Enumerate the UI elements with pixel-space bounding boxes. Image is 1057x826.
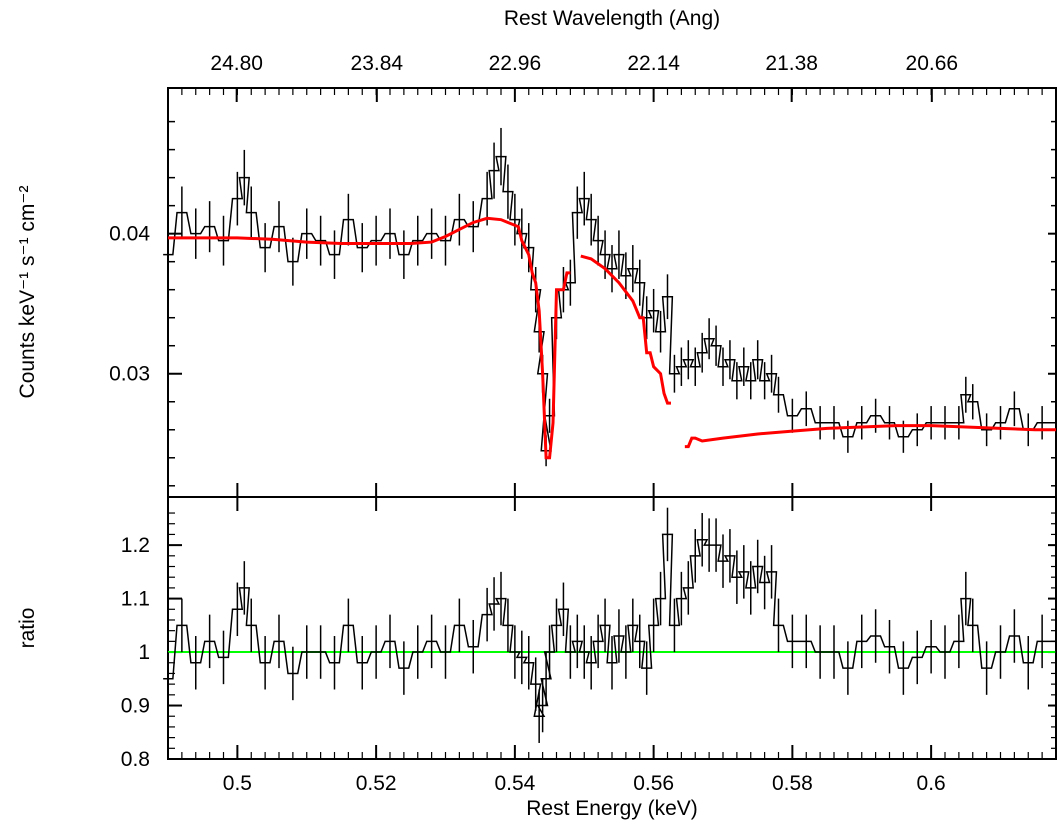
model-curve-segment xyxy=(580,254,671,405)
x-tick-label: 0.5 xyxy=(223,772,252,795)
ratio-y-tick-label: 1.1 xyxy=(121,588,150,611)
top-axis-tick-label: 22.96 xyxy=(489,52,542,75)
top-axis-tick-label: 24.80 xyxy=(210,52,263,75)
top-axis-ticks: 24.80 23.84 22.96 22.14 21.38 20.66 xyxy=(210,52,958,102)
data-histogram xyxy=(163,155,1057,452)
model-curve-segment xyxy=(168,216,571,460)
x-tick-label: 0.6 xyxy=(917,772,946,795)
x-tick-label: 0.54 xyxy=(494,772,535,795)
top-panel-model-series xyxy=(168,216,1056,460)
ratio-histogram xyxy=(163,533,1057,717)
x-tick-label: 0.52 xyxy=(356,772,397,795)
top-axis-tick-label: 23.84 xyxy=(351,52,404,75)
ratio-y-tick-label: 1.2 xyxy=(121,534,150,557)
top-axis-tick-label: 21.38 xyxy=(765,52,818,75)
top-axis-title: Rest Wavelength (Ang) xyxy=(504,7,720,30)
y-tick-label: 0.03 xyxy=(109,363,150,386)
ratio-y-tick-label: 1 xyxy=(138,641,150,664)
bottom-panel-ratio-series xyxy=(163,507,1057,743)
top-axis-tick-label: 20.66 xyxy=(906,52,959,75)
y-tick-label: 0.04 xyxy=(109,223,150,246)
top-panel-data-series xyxy=(163,127,1057,467)
top-axis-tick-label: 22.14 xyxy=(627,52,680,75)
y-axis-title-counts: Counts keV⁻¹ s⁻¹ cm⁻² xyxy=(16,186,39,399)
top-panel-frame xyxy=(167,87,1057,498)
model-curve-segment xyxy=(684,424,1056,449)
x-axis-title: Rest Energy (keV) xyxy=(526,797,698,820)
bottom-panel-ticks: 0.5 0.52 0.54 0.56 0.58 0.6 0.8 0.9 1 1.1 1.2 xyxy=(121,88,1056,795)
ratio-y-tick-label: 0.9 xyxy=(121,695,150,718)
top-panel-y-ticks: 0.03 0.04 xyxy=(109,120,1056,487)
y-axis-title-ratio: ratio xyxy=(16,608,39,649)
ratio-y-tick-label: 0.8 xyxy=(121,748,150,771)
x-tick-label: 0.56 xyxy=(633,772,674,795)
x-tick-label: 0.58 xyxy=(772,772,813,795)
bottom-panel-frame xyxy=(167,496,1057,760)
